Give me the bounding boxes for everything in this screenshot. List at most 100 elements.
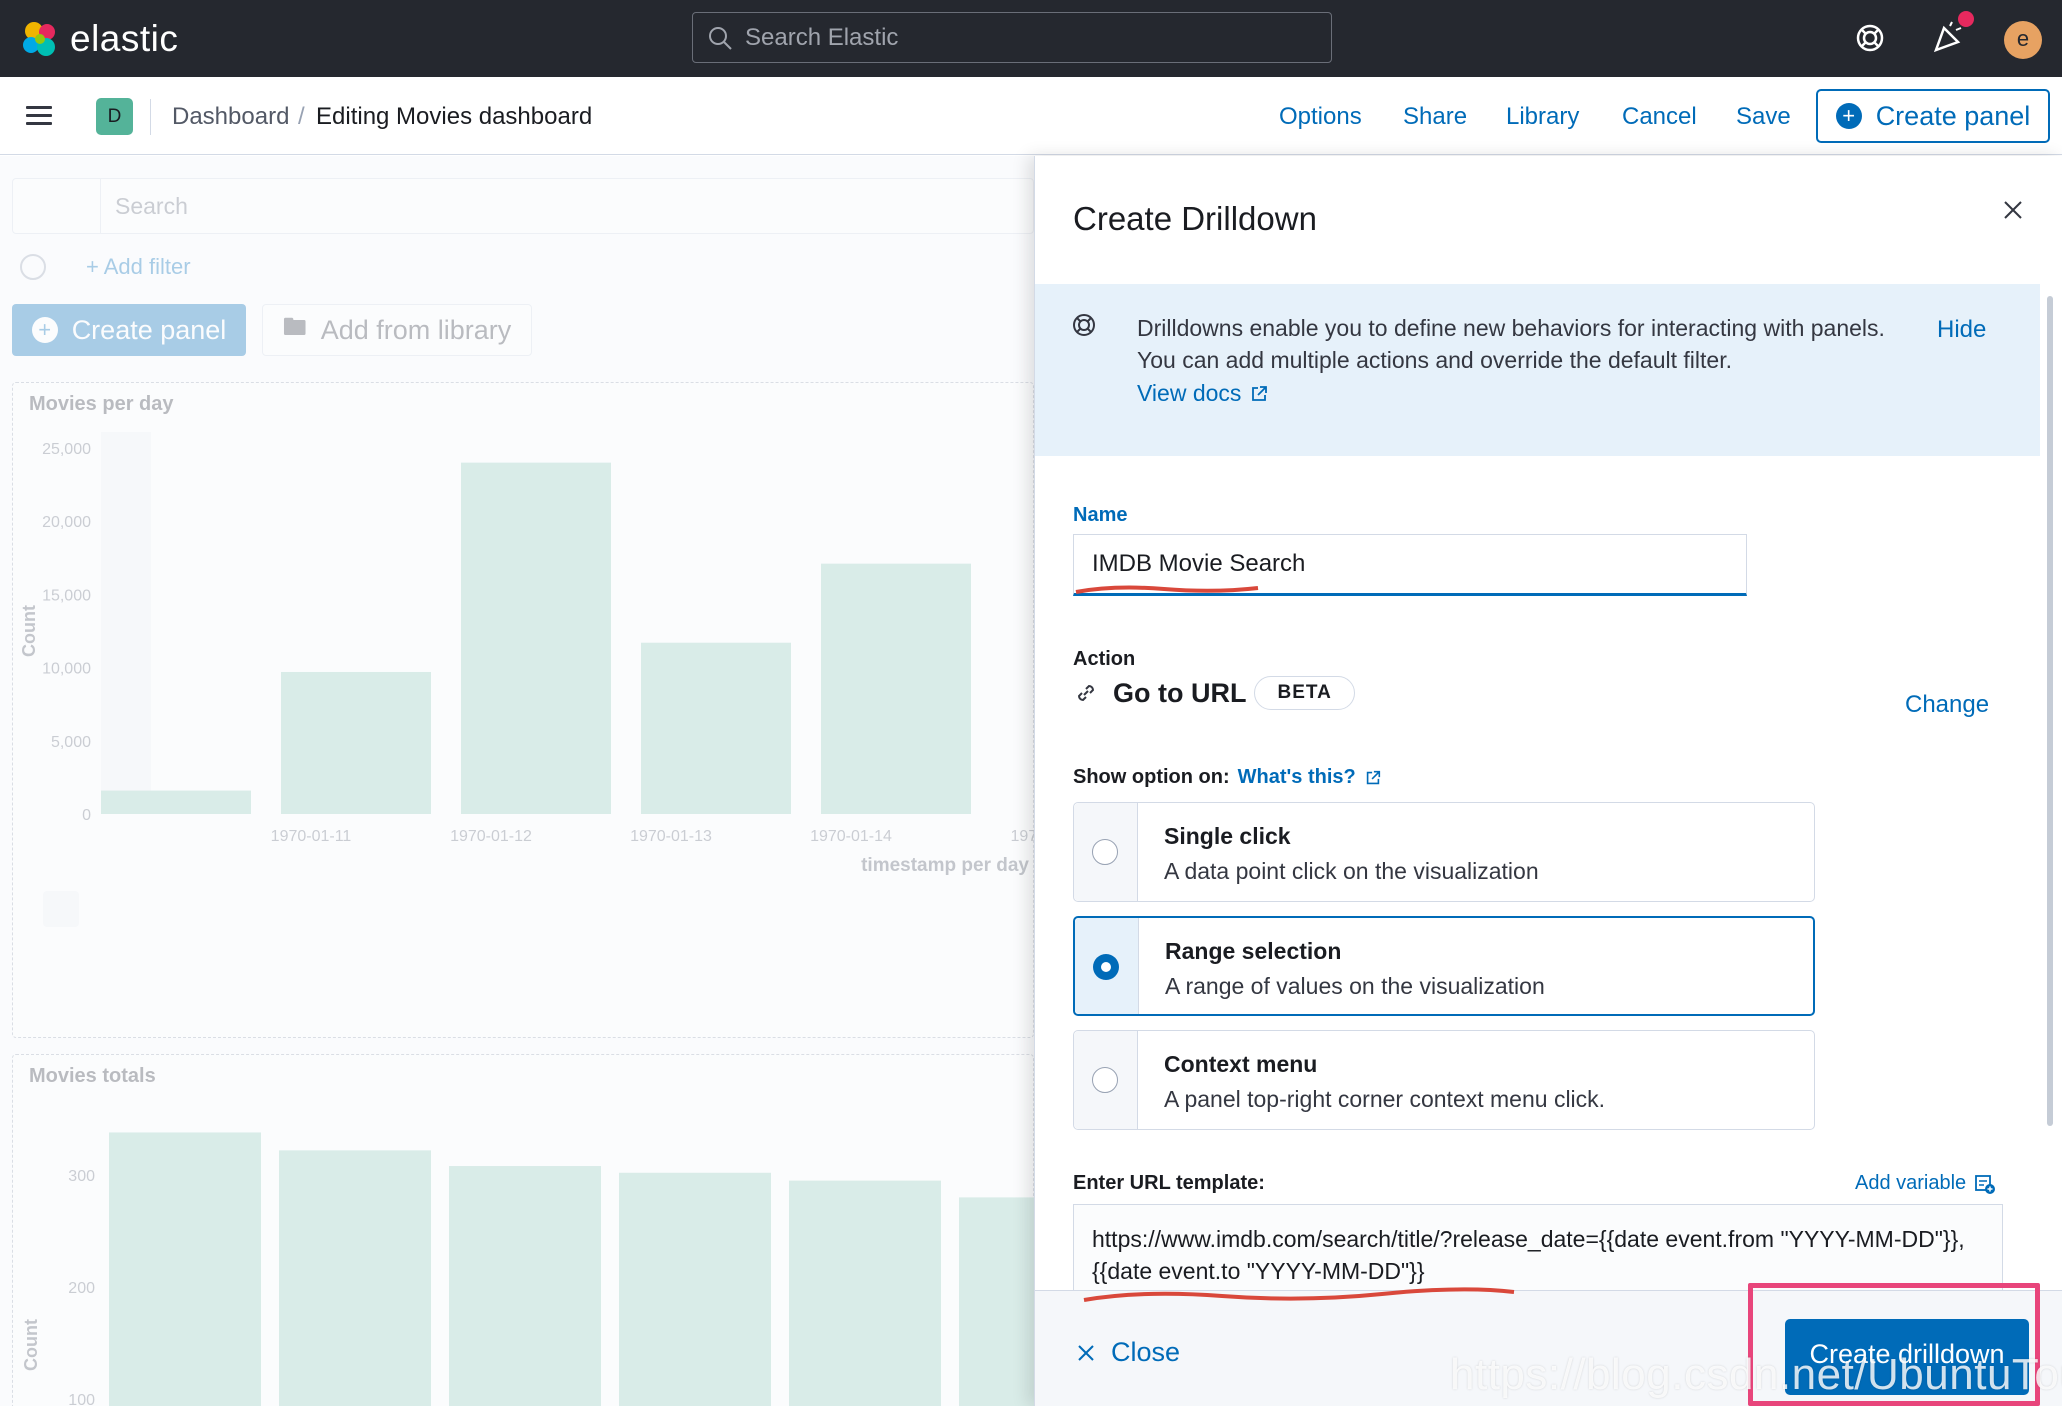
x-tick-label: 1970-01-12 [450,828,532,845]
drilldowns-callout: Drilldowns enable you to define new beha… [1035,284,2040,456]
range-highlight [101,432,151,814]
help-icon[interactable] [1852,20,1888,56]
x-tick-label: 1970-01-11 [271,828,352,845]
add-from-library-button[interactable]: 🖿 Add from library [262,304,532,356]
legend-toggle-icon [43,891,79,927]
y-tick-label: 15,000 [42,587,91,604]
option-title: Context menu [1164,1051,1318,1077]
y-tick-label: 25,000 [42,441,91,458]
brand-name: elastic [70,18,179,59]
single-click-radio[interactable] [1092,839,1118,865]
view-docs-label: View docs [1137,380,1242,406]
option-title: Range selection [1165,938,1342,964]
share-link[interactable]: Share [1403,103,1468,130]
query-input[interactable]: Search [115,193,188,219]
link-icon [1077,684,1095,702]
bar [101,790,251,814]
close-label: Close [1111,1337,1181,1367]
bar [281,671,431,814]
name-label: Name [1073,504,1128,526]
context-menu-radio[interactable] [1092,1067,1118,1093]
range-selection-radio[interactable] [1093,954,1119,980]
space-avatar[interactable]: D [96,98,133,135]
movies-per-day-panel: Movies per day 25,000 20,000 15,000 10,000 5… [12,382,1035,1038]
annotation-underline-url [1083,1287,1515,1302]
bar [789,1180,941,1406]
search-icon [709,26,732,50]
breadcrumb-current: Editing Movies dashboard [316,103,593,130]
create-panel-button[interactable]: + Create panel [1816,89,2050,143]
breadcrumb-dashboard[interactable]: Dashboard [172,103,290,130]
annotation-underline-name [1075,585,1259,594]
library-link[interactable]: Library [1506,103,1580,130]
elastic-logo[interactable]: elastic [20,18,178,60]
options-link[interactable]: Options [1279,103,1362,130]
change-action-link[interactable]: Change [1905,691,1990,718]
cancel-link[interactable]: Cancel [1622,103,1697,130]
add-variable-button[interactable]: Add variable [1855,1172,1996,1195]
y-tick-label: 5,000 [51,734,91,751]
bar [449,1166,601,1406]
view-docs-link[interactable]: View docs [1137,380,1269,407]
menu-toggle-icon[interactable] [26,106,52,126]
bar [461,462,611,814]
global-search-input[interactable]: Search Elastic [692,12,1332,63]
callout-text: Drilldowns enable you to define new beha… [1137,315,1885,373]
panel-title: Movies per day [29,393,174,415]
create-drilldown-flyout: Create Drilldown Drilldowns enable you t… [1034,156,2062,1406]
hide-callout-link[interactable]: Hide [1937,316,1987,343]
breadcrumb-separator: / [298,103,305,130]
add-variable-icon [1975,1174,1996,1194]
movies-per-day-chart: 25,000 20,000 15,000 10,000 5,000 0 Count 1970-… [19,432,1035,927]
y-tick-label: 10,000 [42,661,91,678]
elastic-logo-icon [23,22,55,56]
help-icon [1073,314,1095,336]
x-tick-label: 1970- [1011,828,1035,845]
watermark: https://blog.csdn.net/UbuntuTouch [1450,1350,2062,1399]
selected-action: Go to URL BETA [1073,676,1355,710]
query-bar[interactable]: Search [12,178,1034,234]
create-panel-label: Create panel [1875,100,2031,131]
option-description: A range of values on the visualization [1165,973,1545,999]
filter-icon[interactable] [20,254,46,280]
url-template-label: Enter URL template: [1073,1172,1265,1194]
dashboard-create-panel-label: Create panel [71,314,227,345]
y-tick-label: 200 [68,1280,95,1297]
saved-query-icon[interactable] [13,179,101,233]
option-description: A panel top-right corner context menu cl… [1164,1086,1606,1112]
flyout-scrollbar[interactable] [2047,296,2053,1126]
movies-totals-panel: Movies totals 300 200 100 Count [12,1054,1035,1406]
save-link[interactable]: Save [1736,103,1791,130]
x-axis-label: timestamp per day [861,855,1029,876]
trigger-option-context-menu[interactable]: Context menu A panel top-right corner co… [1073,1030,1815,1130]
close-icon[interactable] [1999,196,2027,224]
option-description: A data point click on the visualization [1164,858,1539,884]
y-tick-label: 300 [68,1168,95,1185]
breadcrumb-bar: D Dashboard / Editing Movies dashboard O… [0,77,2062,155]
plus-icon: + [1835,103,1862,129]
close-icon [1078,1344,1094,1361]
close-button[interactable]: Close [1075,1337,1180,1368]
notification-badge [1958,11,1974,27]
option-title: Single click [1164,823,1291,849]
external-link-icon [1252,385,1268,401]
add-filter-link[interactable]: + Add filter [86,254,191,279]
dashboard-create-panel-button[interactable]: + Create panel [12,304,246,356]
trigger-option-single-click[interactable]: Single click A data point click on the v… [1073,802,1815,902]
trigger-option-range-selection[interactable]: Range selection A range of values on the… [1073,916,1815,1016]
news-feed-icon[interactable] [1930,20,1966,56]
flyout-title: Create Drilldown [1073,200,1317,237]
bar [279,1150,431,1406]
create-drilldown-button[interactable]: Create drilldown [1785,1319,2029,1395]
y-tick-label: 0 [82,807,91,824]
add-variable-label: Add variable [1855,1172,1967,1194]
bar [821,563,971,814]
drilldown-name-input[interactable]: IMDB Movie Search [1073,534,1747,596]
dashboard-canvas: Search + Add filter + Create panel 🖿 Add… [0,156,1035,1406]
annotation-highlight-box [1748,1283,2040,1406]
whats-this-link[interactable]: What's this? [1237,766,1356,788]
bar [959,1197,1035,1406]
movies-totals-chart: 300 200 100 Count [21,1132,1035,1406]
user-avatar[interactable]: e [2004,21,2042,59]
action-label: Action [1073,648,1136,670]
